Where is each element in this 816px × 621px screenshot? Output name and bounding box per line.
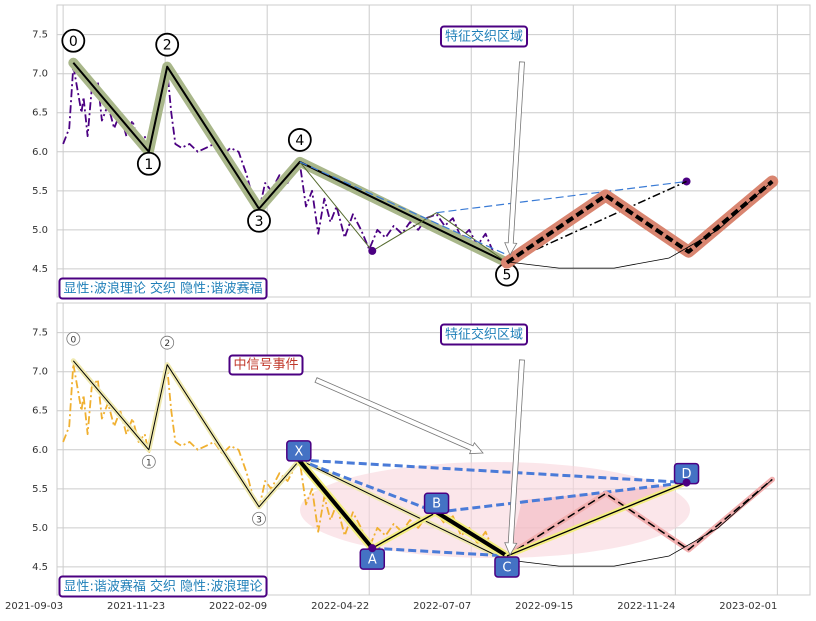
y-tick-label: 5.0 <box>32 523 48 534</box>
y-tick-label: 5.5 <box>32 186 48 197</box>
line <box>62 362 503 556</box>
y-tick-label: 6.0 <box>32 147 48 158</box>
point-label: 3 <box>255 214 264 230</box>
label-circle <box>247 208 271 233</box>
label-box <box>423 492 450 514</box>
label-circle <box>155 32 180 57</box>
line <box>298 458 438 514</box>
point-label: 4 <box>295 133 304 149</box>
line <box>299 161 508 256</box>
x-tick-label: 2022-11-24 <box>617 601 675 612</box>
x-tick-label: 2023-02-01 <box>719 601 777 612</box>
x-tick-label: 2022-02-09 <box>209 601 267 612</box>
pattern-leg <box>506 481 687 557</box>
pattern-leg <box>297 458 374 550</box>
point-label: D <box>682 467 692 482</box>
point-label: 0 <box>69 34 78 50</box>
label-circle <box>66 331 81 346</box>
y-tick-label: 5.0 <box>32 225 48 236</box>
label-circle <box>141 454 156 469</box>
line <box>436 180 687 214</box>
y-tick-label: 5.5 <box>32 484 48 495</box>
y-tick-label: 7.0 <box>32 69 48 80</box>
annotation-arrow <box>504 61 525 256</box>
text-box: 特征交织区域 <box>439 323 529 346</box>
text-box-frame <box>58 277 268 300</box>
line <box>506 479 773 567</box>
label-circle <box>160 335 175 350</box>
point <box>682 478 691 487</box>
x-tick-label: 2021-11-23 <box>107 601 165 612</box>
point-label: 1 <box>146 458 152 468</box>
line <box>506 181 773 269</box>
point <box>368 246 377 255</box>
label-circle <box>61 28 86 53</box>
point-label: 3 <box>256 515 262 525</box>
label-box <box>494 556 520 578</box>
point-label: C <box>502 560 511 575</box>
text-box-frame <box>228 354 304 376</box>
label-circle <box>136 151 161 176</box>
line <box>372 546 508 558</box>
line <box>62 64 503 258</box>
text-box-label: 特征交织区域 <box>445 327 523 343</box>
x-tick-label: 2022-04-22 <box>311 601 369 612</box>
text-box-frame <box>439 323 529 346</box>
text-box-label: 中信号事件 <box>233 358 298 373</box>
line <box>72 360 508 562</box>
line <box>436 481 687 514</box>
point-label: 2 <box>164 339 170 349</box>
label-circle <box>287 128 312 152</box>
point-label: X <box>294 444 303 459</box>
text-box-label: 显性:谐波赛福 交织 隐性:波浪理论 <box>63 579 262 595</box>
x-tick-label: 2022-09-15 <box>515 601 573 612</box>
line <box>299 161 508 264</box>
x-tick-label: 2021-09-03 <box>5 601 63 612</box>
point-label: B <box>432 497 441 512</box>
pattern-leg <box>435 510 509 558</box>
text-box: 显性:波浪理论 交织 隐性:谐波赛福 <box>58 277 268 300</box>
y-tick-label: 4.5 <box>32 264 48 275</box>
text-box: 显性:谐波赛福 交织 隐性:波浪理论 <box>58 575 268 598</box>
label-box <box>286 440 312 462</box>
text-box-frame <box>58 575 268 598</box>
x-tick-label: 2022-07-07 <box>413 601 471 612</box>
y-tick-label: 6.5 <box>32 108 48 119</box>
text-box: 特征交织区域 <box>439 25 529 48</box>
point-label: 2 <box>163 38 172 54</box>
annotation-arrow <box>314 377 484 455</box>
y-tick-label: 6.0 <box>32 445 48 456</box>
text-box-label: 特征交织区域 <box>445 29 523 45</box>
y-tick-label: 7.0 <box>32 367 48 378</box>
point <box>368 544 377 553</box>
line <box>505 179 774 265</box>
text-box-label: 显性:波浪理论 交织 隐性:谐波赛福 <box>63 281 262 297</box>
y-tick-label: 6.5 <box>32 406 48 417</box>
line <box>506 478 773 557</box>
text-box-frame <box>439 25 529 48</box>
point-label: A <box>368 553 377 568</box>
annotation-arrow <box>504 359 525 556</box>
point-label: 5 <box>503 268 512 284</box>
y-tick-label: 7.5 <box>32 328 48 339</box>
pattern-leg <box>371 511 437 549</box>
point-label: 1 <box>144 157 153 173</box>
point-label: 0 <box>70 335 76 345</box>
line <box>298 458 687 485</box>
text-box: 中信号事件 <box>228 354 304 376</box>
label-circle <box>252 511 266 526</box>
y-tick-label: 4.5 <box>32 562 48 573</box>
y-tick-label: 7.5 <box>32 30 48 41</box>
line <box>72 62 508 264</box>
